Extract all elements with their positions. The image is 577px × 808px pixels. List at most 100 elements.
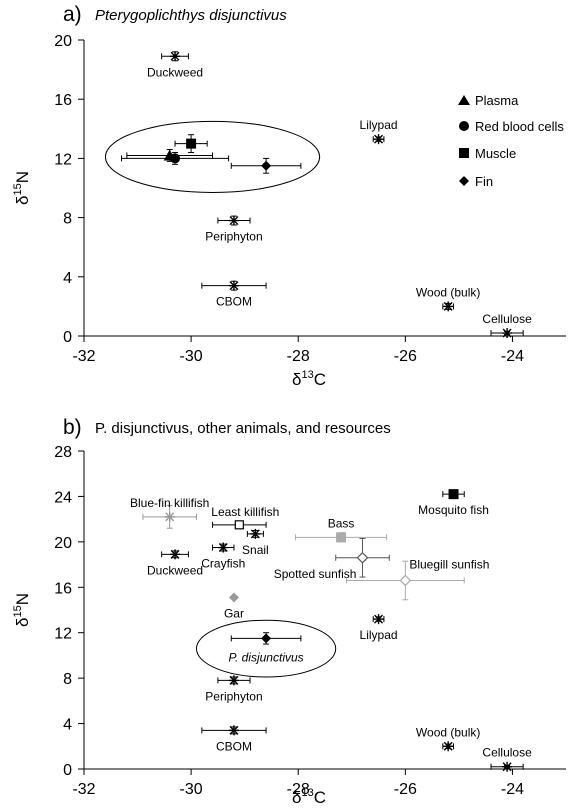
- x-tick-label: -32: [72, 781, 95, 798]
- x-tick-label: -28: [287, 781, 310, 798]
- asterisk-marker: [228, 675, 239, 686]
- point-label-periphyton: Periphyton: [205, 230, 262, 244]
- square-marker: [336, 532, 347, 543]
- x-tick-label: -24: [501, 348, 524, 365]
- y-tick-label: 0: [63, 762, 72, 779]
- point-label-gar: Gar: [224, 607, 244, 621]
- data-point-cbom: CBOM: [201, 725, 267, 753]
- asterisk-marker: [443, 741, 454, 752]
- data-point-periphyton: Periphyton: [205, 675, 263, 703]
- data-point-wood-bulk: Wood (bulk): [416, 725, 480, 752]
- panel-b-title: P. disjunctivus, other animals, and reso…: [95, 420, 391, 437]
- diamond-marker: [261, 160, 272, 171]
- asterisk-marker: [502, 761, 513, 772]
- panel-a-x-axis-label: δ13C: [292, 369, 326, 389]
- panel-a-ellipse-layer: [104, 120, 321, 193]
- point-label-cellulose: Cellulose: [482, 312, 532, 326]
- panel-a: a) Pterygoplichthys disjunctivus -32 -30-…: [12, 3, 566, 389]
- y-tick-label: 20: [54, 535, 72, 552]
- panel-a-title: Pterygoplichthys disjunctivus: [95, 7, 287, 24]
- data-point-point-7: [120, 151, 230, 165]
- y-tick-label: 24: [54, 489, 72, 506]
- asterisk-marker: [250, 528, 261, 539]
- point-label-lilypad: Lilypad: [360, 118, 398, 132]
- x-tick-label: -26: [394, 348, 417, 365]
- legend-fin-label: Fin: [475, 174, 493, 189]
- data-point-mosquito-fish: Mosquito fish: [418, 489, 489, 517]
- point-label-wood-bulk: Wood (bulk): [416, 285, 480, 299]
- y-tick-label: 16: [54, 92, 72, 109]
- data-point-cellulose: Cellulose: [482, 746, 532, 772]
- asterisk-marker: [373, 134, 384, 145]
- circle-marker: [170, 153, 181, 164]
- point-label-crayfish: Crayfish: [201, 557, 245, 571]
- data-point-cellulose: Cellulose: [482, 312, 532, 339]
- point-label-cbom: CBOM: [216, 739, 252, 753]
- point-label-duckweed: Duckweed: [147, 563, 203, 577]
- y-tick-label: 16: [54, 580, 72, 597]
- legend-muscle-square-icon: [459, 148, 469, 158]
- asterisk-marker: [373, 614, 384, 625]
- data-point-least-killifish: Least killifish: [211, 505, 279, 530]
- point-label-bass: Bass: [328, 516, 355, 530]
- data-point-point-11: [230, 632, 302, 645]
- data-point-cbom: CBOM: [201, 280, 267, 309]
- data-point-bluegill-sunfish: Bluegill sunfish: [345, 557, 489, 601]
- panel-a-y-ticks: 0 4 8 12 16 20: [54, 33, 84, 346]
- diamond-marker: [261, 633, 272, 644]
- asterisk-marker: [443, 301, 454, 312]
- point-label-blue-fin-killifish: Blue-fin killifish: [130, 496, 209, 510]
- asterisk-marker: [170, 549, 181, 560]
- data-point-snail: Snail: [242, 528, 269, 557]
- point-label-spotted-sunfish: Spotted sunfish: [274, 567, 357, 581]
- panel-b-x-axis-label: δ13C: [292, 787, 326, 807]
- panel-b-y-ticks: 0 4 8 12 16 20 24 28: [54, 444, 84, 779]
- square-marker: [186, 138, 197, 149]
- x-tick-label: -26: [394, 781, 417, 798]
- panel-a-letter: a): [63, 3, 82, 26]
- asterisk-marker: [164, 511, 175, 522]
- panel-a-x-ticks: -32 -30 -28 -26 -24: [72, 336, 524, 365]
- point-label-mosquito-fish: Mosquito fish: [418, 503, 489, 517]
- panel-b: b) P. disjunctivus, other animals, and r…: [12, 416, 566, 807]
- data-point-point-9: [230, 157, 302, 174]
- panel-b-x-ticks: -32 -30 -28 -26 -24: [72, 769, 524, 798]
- y-tick-label: 12: [54, 151, 72, 168]
- point-label-bluegill-sunfish: Bluegill sunfish: [409, 557, 489, 571]
- y-tick-label: 4: [63, 270, 72, 287]
- data-point-point-8: [174, 134, 208, 153]
- y-tick-label: 20: [54, 33, 72, 50]
- legend-rbc-circle-icon: [459, 121, 469, 131]
- data-point-gar: Gar: [224, 592, 244, 621]
- diamond-open-marker: [399, 574, 412, 587]
- y-tick-label: 0: [63, 329, 72, 346]
- x-tick-label: -28: [287, 348, 310, 365]
- data-point-periphyton: Periphyton: [205, 215, 263, 244]
- asterisk-marker: [170, 51, 181, 62]
- square-marker: [448, 489, 459, 500]
- panel-a-points: Duckweed Lilypad Periphyton CBOM Wood (bulk)…: [120, 51, 532, 339]
- ellipse-label: P. disjunctivus: [229, 650, 304, 664]
- data-point-bass: Bass: [295, 516, 388, 543]
- legend-plasma-label: Plasma: [475, 93, 519, 108]
- point-label-periphyton: Periphyton: [205, 689, 262, 703]
- x-tick-label: -24: [501, 781, 524, 798]
- x-tick-label: -32: [72, 348, 95, 365]
- panel-b-letter: b): [63, 416, 82, 439]
- point-label-duckweed: Duckweed: [147, 65, 203, 79]
- data-point-crayfish: Crayfish: [201, 542, 245, 571]
- diamond-open-marker: [356, 551, 369, 564]
- legend-plasma-triangle-icon: [458, 95, 470, 105]
- asterisk-marker: [218, 542, 229, 553]
- point-label-least-killifish: Least killifish: [211, 505, 279, 519]
- data-point-point-6: [126, 149, 214, 162]
- asterisk-marker: [228, 725, 239, 736]
- square-open-marker: [234, 520, 244, 530]
- data-point-spotted-sunfish: Spotted sunfish: [274, 537, 390, 581]
- panel-a-legend: Plasma Red blood cells Muscle Fin: [458, 93, 564, 189]
- data-point-lilypad: Lilypad: [360, 118, 398, 145]
- highlight-ellipse: [104, 120, 321, 193]
- y-tick-label: 4: [63, 717, 72, 734]
- point-label-wood-bulk: Wood (bulk): [416, 725, 480, 739]
